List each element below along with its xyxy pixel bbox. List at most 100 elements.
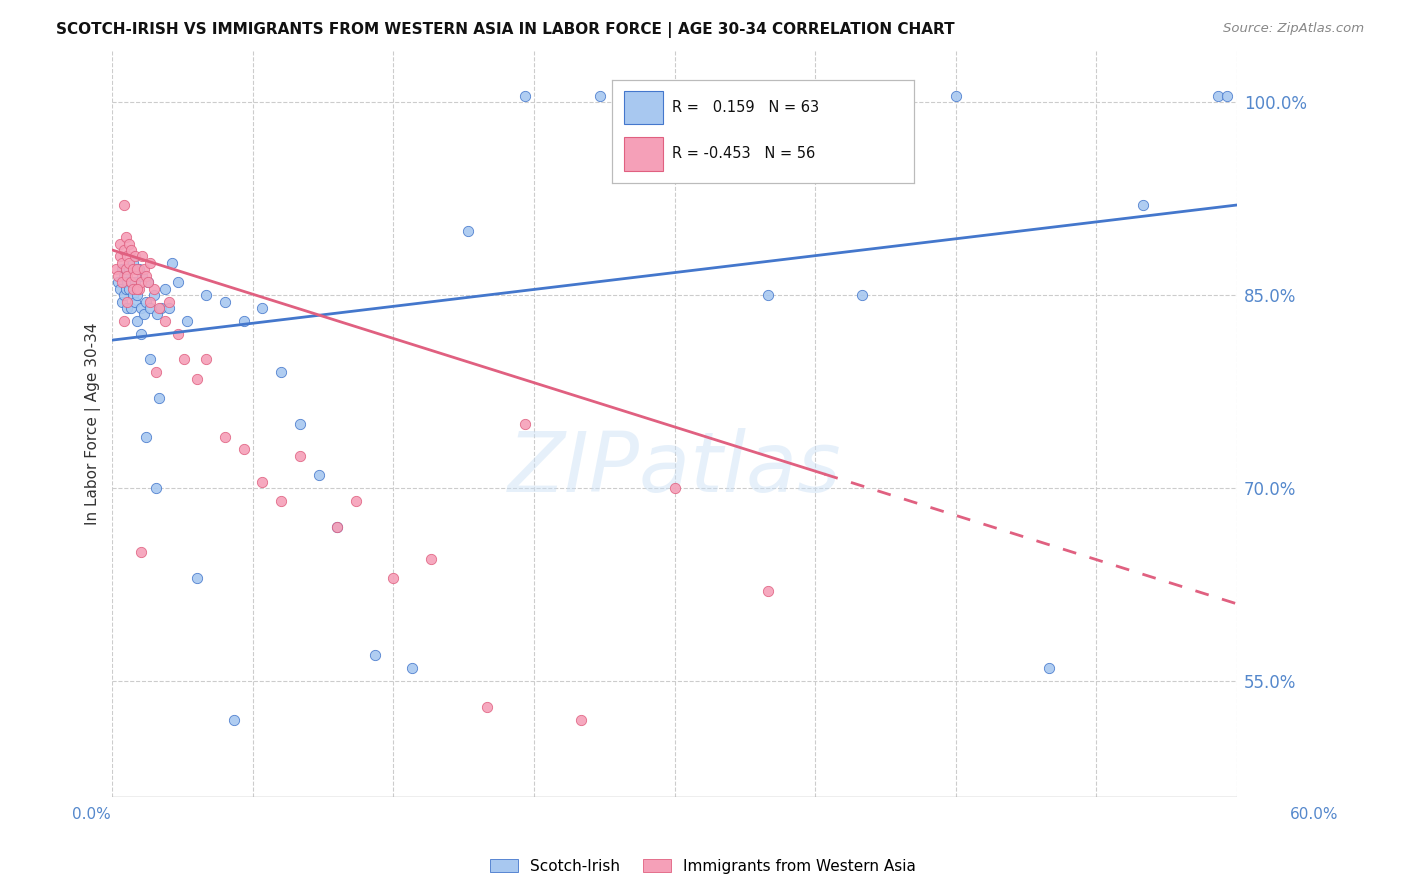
Point: [117, 301, 139, 315]
Point: [1206, 88, 1229, 103]
Point: [173, 352, 195, 367]
Point: [114, 282, 136, 296]
Point: [326, 519, 349, 533]
Point: [108, 250, 131, 264]
Point: [195, 288, 218, 302]
Point: [588, 88, 610, 103]
Point: [664, 481, 686, 495]
Point: [145, 365, 167, 379]
Point: [131, 268, 153, 283]
Point: [129, 545, 152, 559]
Point: [142, 282, 165, 296]
Point: [122, 288, 145, 302]
Text: Source: ZipAtlas.com: Source: ZipAtlas.com: [1223, 22, 1364, 36]
Point: [232, 314, 254, 328]
Point: [382, 571, 405, 585]
Point: [112, 198, 135, 212]
Point: [756, 288, 779, 302]
Point: [401, 661, 423, 675]
Point: [176, 314, 198, 328]
Point: [118, 262, 141, 277]
Point: [108, 236, 131, 251]
Text: R =   0.159   N = 63: R = 0.159 N = 63: [672, 100, 820, 115]
Point: [145, 481, 167, 495]
Point: [134, 262, 156, 277]
Point: [125, 288, 148, 302]
Legend: Scotch-Irish, Immigrants from Western Asia: Scotch-Irish, Immigrants from Western As…: [484, 853, 922, 880]
Point: [1038, 661, 1060, 675]
Point: [135, 429, 157, 443]
Point: [117, 250, 139, 264]
Point: [114, 262, 136, 277]
Point: [513, 417, 536, 431]
Point: [122, 282, 145, 296]
Point: [124, 275, 146, 289]
Point: [135, 268, 157, 283]
Point: [112, 243, 135, 257]
Y-axis label: In Labor Force | Age 30-34: In Labor Force | Age 30-34: [86, 322, 101, 525]
Point: [945, 88, 967, 103]
Point: [153, 282, 176, 296]
Point: [186, 372, 208, 386]
Point: [224, 713, 246, 727]
Point: [125, 262, 148, 277]
Point: [162, 256, 184, 270]
Point: [1216, 88, 1239, 103]
Point: [117, 268, 139, 283]
Point: [308, 468, 330, 483]
Point: [344, 494, 367, 508]
Point: [111, 294, 134, 309]
Point: [131, 250, 153, 264]
Point: [513, 88, 536, 103]
Point: [136, 275, 159, 289]
Text: ZIPatlas: ZIPatlas: [508, 428, 841, 509]
Point: [475, 699, 498, 714]
Point: [111, 275, 134, 289]
Point: [270, 494, 292, 508]
Point: [195, 352, 218, 367]
Point: [124, 250, 146, 264]
Point: [118, 236, 141, 251]
Point: [157, 294, 180, 309]
Point: [114, 262, 136, 277]
Text: SCOTCH-IRISH VS IMMIGRANTS FROM WESTERN ASIA IN LABOR FORCE | AGE 30-34 CORRELAT: SCOTCH-IRISH VS IMMIGRANTS FROM WESTERN …: [56, 22, 955, 38]
Point: [122, 256, 145, 270]
Point: [139, 301, 162, 315]
Point: [125, 282, 148, 296]
Point: [664, 88, 686, 103]
Point: [252, 301, 274, 315]
Point: [136, 275, 159, 289]
Point: [167, 326, 190, 341]
Point: [288, 449, 311, 463]
Point: [117, 275, 139, 289]
Point: [157, 301, 180, 315]
Text: R = -0.453   N = 56: R = -0.453 N = 56: [672, 146, 815, 161]
Point: [129, 275, 152, 289]
Bar: [624, 136, 664, 170]
Point: [112, 268, 135, 283]
Point: [120, 275, 142, 289]
Point: [252, 475, 274, 489]
Point: [129, 301, 152, 315]
Point: [139, 256, 162, 270]
Text: 0.0%: 0.0%: [72, 807, 111, 822]
Point: [122, 262, 145, 277]
Point: [851, 288, 873, 302]
Point: [142, 288, 165, 302]
Point: [457, 224, 479, 238]
Point: [214, 429, 236, 443]
Point: [120, 243, 142, 257]
Point: [120, 275, 142, 289]
Point: [111, 262, 134, 277]
Point: [124, 294, 146, 309]
Point: [108, 282, 131, 296]
Point: [125, 314, 148, 328]
Point: [150, 301, 173, 315]
Point: [756, 583, 779, 598]
Point: [107, 275, 129, 289]
Point: [148, 301, 170, 315]
Point: [232, 442, 254, 457]
Point: [326, 519, 349, 533]
Point: [120, 301, 142, 315]
Point: [134, 307, 156, 321]
